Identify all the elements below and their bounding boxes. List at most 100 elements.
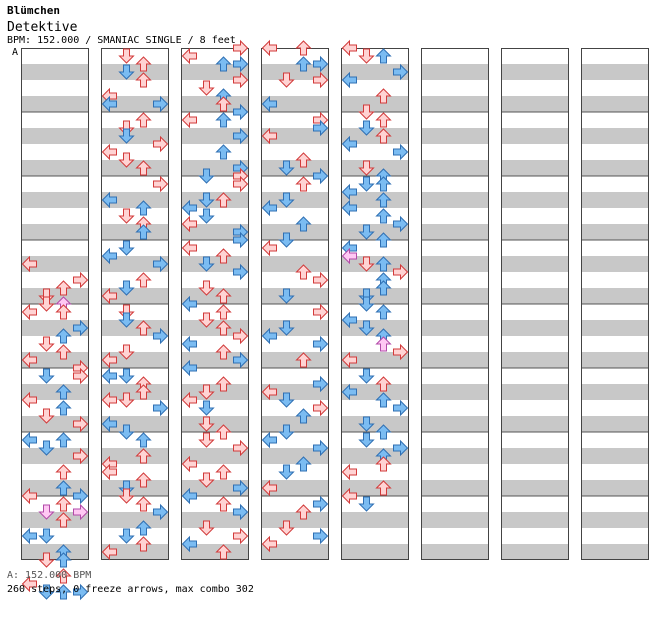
measure-stripe bbox=[21, 96, 89, 112]
arrow-down-icon bbox=[278, 520, 295, 536]
arrow-left-icon bbox=[21, 431, 37, 449]
arrow-left-icon bbox=[181, 335, 197, 353]
arrow-down-icon bbox=[198, 192, 215, 208]
arrow-down-icon bbox=[278, 464, 295, 480]
arrow-down-icon bbox=[118, 240, 135, 256]
measure-stripe bbox=[341, 128, 409, 144]
measure-stripe bbox=[581, 352, 649, 368]
measure-stripe bbox=[581, 64, 649, 80]
measure-stripe bbox=[581, 480, 649, 496]
arrow-up-icon bbox=[55, 280, 72, 296]
arrow-up-icon bbox=[295, 176, 312, 192]
measure-stripe bbox=[501, 96, 569, 112]
arrow-right-icon bbox=[233, 55, 249, 73]
measure-stripe bbox=[21, 192, 89, 208]
arrow-down-icon bbox=[198, 168, 215, 184]
measure-stripe bbox=[21, 320, 89, 336]
measure-stripe bbox=[341, 192, 409, 208]
arrow-up-icon bbox=[55, 464, 72, 480]
measure-stripe bbox=[261, 192, 329, 208]
measure-stripe bbox=[181, 480, 249, 496]
measure-stripe bbox=[421, 288, 489, 304]
measure-stripe bbox=[261, 544, 329, 560]
arrow-up-icon bbox=[375, 48, 392, 64]
measure-stripe bbox=[21, 256, 89, 272]
arrow-right-icon bbox=[313, 375, 329, 393]
arrow-up-icon bbox=[135, 112, 152, 128]
arrow-left-icon bbox=[341, 199, 357, 217]
arrow-up-icon bbox=[55, 344, 72, 360]
section-label: A bbox=[12, 47, 19, 58]
measure-stripe bbox=[261, 448, 329, 464]
measure-stripe bbox=[101, 288, 169, 304]
arrow-down-icon bbox=[118, 528, 135, 544]
arrow-right-icon bbox=[313, 399, 329, 417]
arrow-up-icon bbox=[135, 320, 152, 336]
measure-stripe bbox=[21, 544, 89, 560]
measure-stripe bbox=[501, 544, 569, 560]
measure-stripe bbox=[501, 320, 569, 336]
arrow-right-icon bbox=[73, 583, 89, 601]
arrow-left-icon bbox=[261, 535, 277, 553]
arrow-right-icon bbox=[233, 327, 249, 345]
measure-stripe bbox=[581, 256, 649, 272]
arrow-right-icon bbox=[73, 319, 89, 337]
measure-stripe bbox=[581, 96, 649, 112]
arrow-left-icon bbox=[181, 47, 197, 65]
arrow-left-icon bbox=[341, 351, 357, 369]
arrow-left-icon bbox=[341, 247, 357, 265]
arrow-down-icon bbox=[278, 424, 295, 440]
measure-stripe bbox=[341, 416, 409, 432]
arrow-left-icon bbox=[261, 431, 277, 449]
arrow-left-icon bbox=[181, 239, 197, 257]
arrow-left-icon bbox=[101, 143, 117, 161]
measure-stripe bbox=[261, 224, 329, 240]
arrow-left-icon bbox=[341, 383, 357, 401]
arrow-down-icon bbox=[118, 280, 135, 296]
chart-column bbox=[261, 48, 329, 560]
chart-column bbox=[101, 48, 169, 560]
arrow-up-icon bbox=[295, 352, 312, 368]
arrow-right-icon bbox=[393, 63, 409, 81]
measure-stripe bbox=[101, 128, 169, 144]
arrow-right-icon bbox=[153, 135, 169, 153]
measure-stripe bbox=[181, 416, 249, 432]
arrow-down-icon bbox=[118, 344, 135, 360]
measure-stripe bbox=[501, 64, 569, 80]
arrow-down-icon bbox=[198, 384, 215, 400]
arrow-left-icon bbox=[101, 391, 117, 409]
measure-stripe bbox=[181, 448, 249, 464]
arrow-right-icon bbox=[153, 255, 169, 273]
measure-stripe bbox=[101, 256, 169, 272]
arrow-right-icon bbox=[153, 503, 169, 521]
arrow-right-icon bbox=[313, 303, 329, 321]
column-border bbox=[421, 48, 489, 560]
measure-stripe bbox=[261, 64, 329, 80]
arrow-down-icon bbox=[278, 320, 295, 336]
arrow-up-icon bbox=[55, 384, 72, 400]
measure-stripe bbox=[581, 512, 649, 528]
arrow-left-icon bbox=[261, 383, 277, 401]
measure-stripe bbox=[21, 352, 89, 368]
arrow-up-icon bbox=[215, 288, 232, 304]
arrow-right-icon bbox=[233, 39, 249, 57]
arrow-down-icon bbox=[358, 296, 375, 312]
measure-stripe bbox=[581, 160, 649, 176]
arrow-up-icon bbox=[375, 232, 392, 248]
arrow-left-icon bbox=[101, 367, 117, 385]
arrow-right-icon bbox=[153, 95, 169, 113]
arrow-right-icon bbox=[313, 71, 329, 89]
arrow-left-icon bbox=[181, 535, 197, 553]
measure-stripe bbox=[181, 128, 249, 144]
measure-stripe bbox=[581, 448, 649, 464]
arrow-down-icon bbox=[278, 160, 295, 176]
chart-column bbox=[341, 48, 409, 560]
measure-stripe bbox=[21, 224, 89, 240]
measure-stripe bbox=[181, 544, 249, 560]
arrow-left-icon bbox=[261, 327, 277, 345]
column-border bbox=[261, 48, 329, 560]
measure-stripe bbox=[261, 512, 329, 528]
arrow-up-icon bbox=[135, 432, 152, 448]
arrow-right-icon bbox=[393, 263, 409, 281]
measure-stripe bbox=[421, 384, 489, 400]
